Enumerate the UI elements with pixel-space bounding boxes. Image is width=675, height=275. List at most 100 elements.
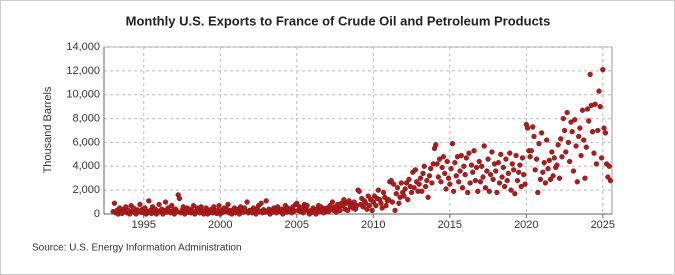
data-point: [583, 144, 589, 150]
data-point: [522, 181, 528, 187]
data-point: [530, 124, 536, 130]
data-point: [337, 207, 343, 214]
data-point: [424, 177, 430, 184]
data-point: [438, 179, 444, 185]
data-point: [508, 187, 514, 193]
data-point: [586, 118, 592, 124]
data-point: [346, 198, 352, 204]
data-point: [364, 206, 370, 212]
data-point: [253, 211, 259, 217]
data-point: [560, 115, 566, 122]
x-tick-label: 2020: [514, 219, 538, 231]
data-point: [449, 140, 456, 147]
data-point: [605, 174, 611, 180]
data-point: [401, 193, 407, 199]
data-point: [156, 201, 162, 208]
data-point: [581, 137, 587, 143]
data-point: [519, 155, 526, 161]
data-point: [398, 180, 404, 186]
data-point: [475, 188, 481, 194]
data-point: [503, 156, 509, 162]
data-point: [606, 163, 612, 169]
data-point: [578, 152, 584, 159]
data-point: [385, 197, 392, 203]
data-point: [379, 205, 385, 211]
data-point: [388, 177, 394, 184]
data-point: [478, 163, 485, 169]
data-point: [489, 149, 495, 155]
data-point: [425, 194, 431, 200]
data-point: [370, 199, 376, 205]
x-tick-label: 2000: [208, 219, 232, 231]
x-tick-label: 2010: [361, 219, 385, 231]
data-point: [505, 170, 512, 177]
data-point: [369, 207, 375, 214]
data-point: [498, 151, 504, 158]
data-point: [380, 189, 387, 196]
data-point: [146, 198, 152, 204]
data-point: [403, 180, 410, 186]
data-point: [490, 176, 496, 183]
data-point: [582, 175, 588, 181]
data-point: [360, 204, 366, 210]
data-point: [565, 139, 572, 146]
data-point: [162, 199, 169, 205]
data-point: [429, 180, 435, 186]
data-point: [504, 177, 510, 184]
data-point: [513, 152, 519, 159]
data-point: [514, 177, 521, 184]
data-point: [587, 71, 593, 78]
data-point: [486, 188, 492, 194]
y-tick-label: 10,000: [66, 89, 100, 101]
data-point: [597, 103, 603, 110]
data-point: [564, 109, 570, 116]
data-point: [434, 161, 440, 167]
y-tick-label: 8,000: [72, 112, 100, 124]
data-point: [340, 203, 346, 209]
data-point: [558, 136, 564, 142]
data-point: [313, 211, 319, 217]
data-point: [365, 193, 371, 199]
data-point: [512, 191, 518, 197]
data-point: [366, 203, 373, 209]
data-point: [484, 168, 490, 174]
x-tick-label: 2025: [591, 219, 615, 231]
plot-area: 0 2,000 4,000 6,000 8,000 10,000 12,000 14,000 1…: [66, 41, 615, 231]
data-point: [596, 88, 602, 94]
x-tick-label: 1995: [132, 219, 156, 231]
data-point: [559, 154, 565, 160]
data-point: [555, 142, 561, 148]
data-point: [453, 173, 459, 179]
data-point: [507, 150, 513, 156]
data-point: [458, 152, 464, 159]
y-tick-label: 14,000: [66, 41, 100, 53]
data-point: [452, 160, 458, 166]
data-point: [482, 185, 489, 191]
data-point: [545, 166, 551, 172]
data-point: [500, 164, 507, 171]
data-point: [419, 188, 425, 194]
chart-title: Monthly U.S. Exports to France of Crude …: [126, 13, 551, 28]
data-point: [263, 198, 269, 204]
data-point: [345, 207, 351, 214]
data-point: [383, 203, 389, 209]
data-point: [535, 189, 541, 196]
data-point: [521, 171, 527, 178]
data-point: [470, 169, 476, 175]
data-point: [341, 197, 347, 203]
data-point: [461, 163, 467, 169]
data-point: [428, 166, 434, 172]
data-point: [518, 183, 524, 190]
data-point: [426, 173, 433, 179]
data-point: [566, 158, 573, 165]
data-point: [510, 167, 517, 173]
data-point: [589, 129, 596, 135]
data-point: [473, 164, 480, 171]
data-point: [448, 166, 454, 172]
data-point: [417, 175, 424, 181]
data-point: [389, 199, 396, 205]
data-point: [533, 156, 540, 162]
data-point: [382, 194, 388, 200]
data-point: [544, 137, 550, 143]
data-point: [442, 170, 448, 177]
